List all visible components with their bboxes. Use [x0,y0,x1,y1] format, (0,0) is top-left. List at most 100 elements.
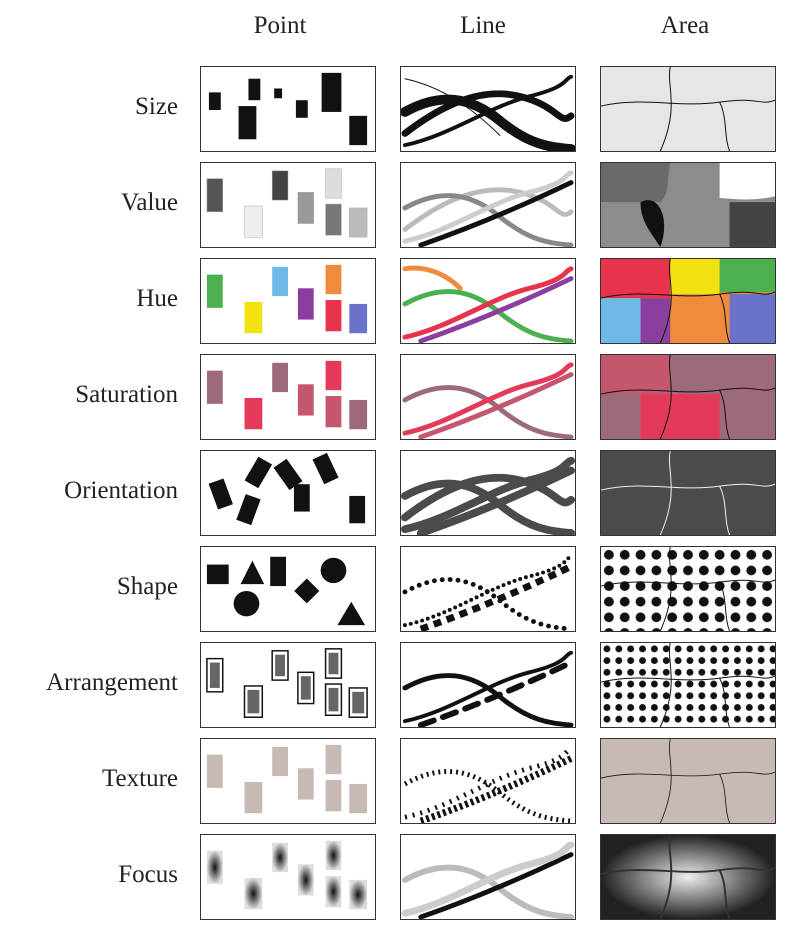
focus-area-border [659,835,673,919]
orientation-point-mark [293,484,310,512]
arrangement-line-panel [400,642,576,728]
value-line-graphic [402,170,574,247]
saturation-point-mark [244,397,263,430]
shape-area-border [601,579,775,587]
size-area-fill [601,67,775,151]
arrangement-area-border [719,677,731,727]
shape-area-fill [601,547,775,631]
hue-area-border [659,259,672,343]
value-point-mark [325,203,342,236]
hue-area-region [640,298,671,343]
texture-line-panel [400,738,576,824]
saturation-point-mark [349,399,368,430]
value-point-mark [325,168,342,199]
size-area-graphic [601,67,775,151]
hue-point-mark [206,274,223,308]
saturation-area-border [659,355,672,439]
texture-area-panel [600,738,776,824]
square-shape-mark [206,564,229,585]
arrangement-area-border [601,675,775,683]
hue-line-mark [418,276,574,343]
orientation-line-graphic [401,456,575,535]
value-point-mark [297,192,314,224]
shape-area-panel [600,546,776,632]
hue-area-panel [600,258,776,344]
saturation-point-mark [325,360,342,391]
focus-point-mark [325,840,342,871]
saturation-line-graphic [402,362,574,439]
circle-shape-mark [233,590,260,617]
focus-line-mark [401,841,575,917]
rectangle-shape-mark [270,556,287,587]
saturation-area-border [601,387,775,395]
orientation-area-fill [601,451,775,535]
value-point-mark [349,207,368,238]
orientation-area-border [659,451,672,535]
hue-point-mark [244,301,263,334]
saturation-area-border [719,389,731,439]
orientation-point-mark [312,452,339,485]
orientation-line-mark [416,466,575,535]
saturation-area-graphic [601,355,775,439]
orientation-point-mark [349,495,366,524]
texture-area-graphic [601,739,775,823]
focus-area-fill [601,835,775,919]
shape-line-graphic [402,554,574,631]
texture-line-mark [404,746,573,820]
row-label-hue: Hue [136,285,178,312]
value-area-graphic [601,163,775,247]
focus-area-border [601,867,775,876]
saturation-line-panel [400,354,576,440]
hue-point-mark [325,300,342,332]
hue-area-region [729,294,775,343]
orientation-point-panel [200,450,376,536]
orientation-area-border [719,485,731,535]
value-line-mark [402,187,574,232]
hue-area-border [601,291,775,299]
focus-line-graphic [401,841,575,919]
focus-line-mark [418,852,574,919]
shape-area-border [659,547,672,631]
shape-point-panel [200,546,376,632]
size-area-border [659,67,672,151]
saturation-point-mark [206,370,223,404]
texture-point-graphic [206,744,368,814]
size-line-graphic [401,74,575,151]
arrangement-line-graphic [402,650,575,727]
arrangement-point-mark [352,691,365,714]
circle-shape-mark [320,557,347,584]
hue-point-mark [349,303,368,334]
texture-point-mark [325,780,342,812]
row-label-orientation: Orientation [64,477,178,504]
texture-area-fill [601,739,775,823]
texture-line-graphic [403,746,573,823]
row-label-value: Value [121,189,178,216]
saturation-area-region [640,394,720,439]
focus-point-mark [325,876,342,908]
hue-area-graphic [601,259,775,343]
saturation-area-panel [600,354,776,440]
row-label-saturation: Saturation [75,381,178,408]
orientation-line-mark [401,473,575,522]
hue-point-mark [325,264,342,295]
value-point-mark [244,205,263,238]
arrangement-area-panel [600,642,776,728]
hue-point-mark [272,266,288,297]
shape-area-graphic [601,547,775,631]
size-line-panel [400,66,576,152]
value-point-graphic [206,168,368,238]
focus-point-mark [206,850,223,884]
arrangement-point-mark [275,654,286,677]
shape-line-panel [400,546,576,632]
saturation-point-mark [297,384,314,416]
size-point-mark [248,78,261,101]
arrangement-point-mark [247,689,260,714]
arrangement-area-graphic [601,643,775,727]
size-point-mark [349,115,368,146]
value-point-mark [271,170,289,201]
saturation-line-mark [418,372,574,439]
texture-point-mark [244,781,263,814]
shape-line-mark [402,554,574,628]
arrangement-point-panel [200,642,376,728]
